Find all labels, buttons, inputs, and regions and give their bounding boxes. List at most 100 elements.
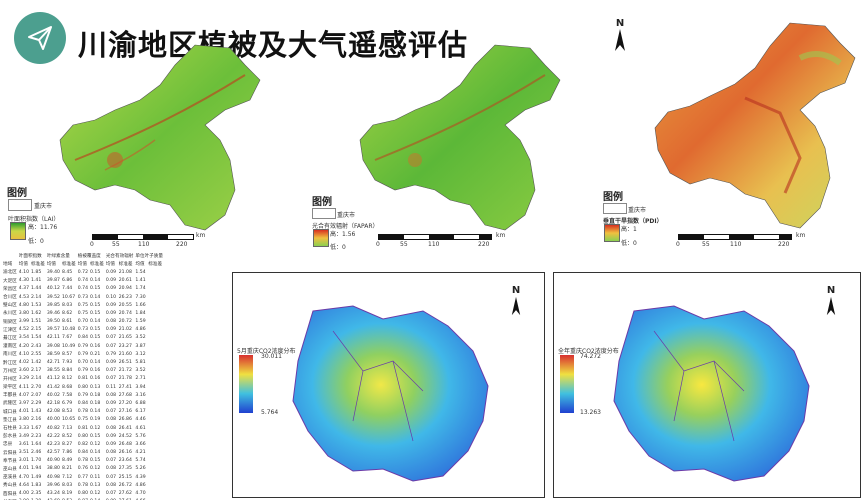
table-cell: 4.46 xyxy=(135,417,146,423)
table-cell: 0.79 xyxy=(77,368,89,374)
table-cell: 4.10 xyxy=(18,351,30,357)
table-cell: 3.29 xyxy=(18,376,30,382)
table-cell: 0.76 xyxy=(77,466,89,472)
table-row: 綦江区 3.54 1.54 42.11 7.67 0.84 0.15 0.07 21.65 3.5… xyxy=(2,334,164,342)
table-cell: 0.79 xyxy=(77,392,89,398)
table-cell: 0.09 xyxy=(105,400,117,406)
north-arrow-3: N xyxy=(614,18,626,54)
table-column-header: 光合有效辐射 xyxy=(105,254,134,260)
table-cell: 2.23 xyxy=(31,433,42,439)
table-cell: 40.02 xyxy=(46,392,60,398)
table-cell: 酉阳县 xyxy=(3,491,17,497)
table-cell: 4.07 xyxy=(18,392,30,398)
table-cell: 0.87 xyxy=(77,498,89,500)
pdi-high: 高：1 xyxy=(621,226,637,233)
table-cell: 江津区 xyxy=(3,327,17,333)
table-cell: 42.08 xyxy=(46,409,60,415)
table-subheader: 标准差 xyxy=(61,262,76,268)
lai-legend-heading: 图例 xyxy=(7,188,27,199)
table-cell: 万州区 xyxy=(3,368,17,374)
table-cell: 27.68 xyxy=(118,392,132,398)
table-cell: 40.98 xyxy=(46,474,60,480)
table-cell: 0.84 xyxy=(77,450,89,456)
table-cell: 4.21 xyxy=(135,450,146,456)
table-cell: 0.13 xyxy=(90,384,101,390)
scale-bar-3 xyxy=(678,234,792,240)
table-cell: 潼南区 xyxy=(3,344,17,350)
district-table: 叶面积指数 叶绿素含量 植被覆盖度 光合有效辐射 单位叶子质量 地域 均值 标准差 均值 标准差… xyxy=(2,252,164,500)
table-cell: 0.15 xyxy=(90,286,101,292)
table-cell: 20.72 xyxy=(118,319,132,325)
scale-bar-2 xyxy=(378,234,492,240)
table-cell: 0.16 xyxy=(90,343,101,349)
co2-conc-label: 5月重庆CO2浓度分布 xyxy=(237,348,296,355)
table-row: 武隆区 3.97 2.29 42.18 6.79 0.84 0.18 0.09 27.20 6.8… xyxy=(2,399,164,407)
table-cell: 0.74 xyxy=(77,286,89,292)
table-cell: 7.12 xyxy=(61,474,73,480)
table-cell: 0.16 xyxy=(90,376,101,382)
table-cell: 1.85 xyxy=(31,269,42,275)
table-cell: 27.61 xyxy=(118,498,135,500)
table-cell: 0.09 xyxy=(105,433,117,439)
table-cell: 39.57 xyxy=(46,327,60,333)
table-subheader: 均值 xyxy=(105,262,116,268)
scale-bar-1 xyxy=(92,234,194,240)
table-cell: 3.12 xyxy=(135,351,146,357)
table-cell: 23.27 xyxy=(118,343,132,349)
table-subheader: 标准差 xyxy=(31,262,45,268)
table-cell: 1.29 xyxy=(30,498,46,500)
table-cell: 1.42 xyxy=(31,360,42,366)
table-row: 云阳县 3.51 2.46 42.57 7.86 0.84 0.14 0.08 26.16 4.2… xyxy=(2,449,164,457)
table-subheader: 均值 xyxy=(77,262,87,268)
table-cell: 3.01 xyxy=(18,458,30,464)
table-cell: 0.14 xyxy=(90,278,101,284)
table-row: 梁平区 4.11 2.70 41.42 8.68 0.80 0.13 0.11 27.41 3.9… xyxy=(2,383,164,391)
table-cell: 26.72 xyxy=(118,482,132,488)
table-row: 铜梁区 3.99 1.51 39.50 8.61 0.70 0.14 0.08 20.72 1.5… xyxy=(2,318,164,326)
table-cell: 1.49 xyxy=(31,474,42,480)
scale-tick: 55 xyxy=(702,241,710,248)
table-cell: 0.79 xyxy=(77,351,89,357)
table-cell: 26.23 xyxy=(118,294,132,300)
table-subheader: 均值 xyxy=(46,262,57,268)
table-cell: 1.51 xyxy=(31,319,42,325)
table-cell: 綦江区 xyxy=(3,335,17,341)
table-cell: 0.09 xyxy=(105,441,117,447)
table-cell: 4.01 xyxy=(18,466,30,472)
table-cell: 4.53 xyxy=(18,294,30,300)
co2-col-min: 13.263 xyxy=(580,409,601,416)
table-cell: 39.85 xyxy=(46,302,60,308)
table-cell: 8.53 xyxy=(61,498,77,500)
table-cell: 渝北区 xyxy=(3,270,17,276)
table-cell: 20.74 xyxy=(118,310,132,316)
table-cell: 0.07 xyxy=(105,474,117,480)
table-cell: 3.99 xyxy=(18,319,30,325)
table-cell: 42.18 xyxy=(46,400,60,406)
table-cell: 0.16 xyxy=(90,368,101,374)
city-box-label: 重庆市 xyxy=(34,203,53,210)
table-cell: 8.84 xyxy=(61,368,73,374)
table-row: 荣昌区 4.37 1.44 40.12 7.44 0.74 0.15 0.09 20.94 1.7… xyxy=(2,285,164,293)
table-row: 城口县 4.01 1.43 42.08 8.53 0.78 0.14 0.07 27.16 6.1… xyxy=(2,408,164,416)
table-cell: 21.60 xyxy=(118,351,132,357)
table-cell: 4.52 xyxy=(18,327,30,333)
table-cell: 40.82 xyxy=(46,425,60,431)
table-cell: 4.11 xyxy=(18,384,30,390)
table-cell: 0.70 xyxy=(77,319,89,325)
table-cell: 0.15 xyxy=(90,310,101,316)
table-cell: 1.41 xyxy=(31,278,42,284)
table-cell: 0.09 xyxy=(105,498,118,500)
table-cell: 10.49 xyxy=(61,343,76,349)
table-cell: 10.65 xyxy=(61,417,76,423)
table-cell: 0.81 xyxy=(77,425,89,431)
table-cell: 21.08 xyxy=(118,269,132,275)
table-cell: 1.44 xyxy=(31,286,42,292)
north-arrow-5: N xyxy=(826,285,836,319)
table-cell: 0.11 xyxy=(105,384,117,390)
fapar-high: 高：1.56 xyxy=(330,231,356,238)
table-cell: 4.80 xyxy=(18,302,30,308)
table-cell: 8.12 xyxy=(61,376,73,382)
table-cell: 4.10 xyxy=(18,269,30,275)
lai-legend-item: 叶面积指数（LAI） xyxy=(8,216,60,223)
table-cell: 璧山区 xyxy=(3,303,17,309)
